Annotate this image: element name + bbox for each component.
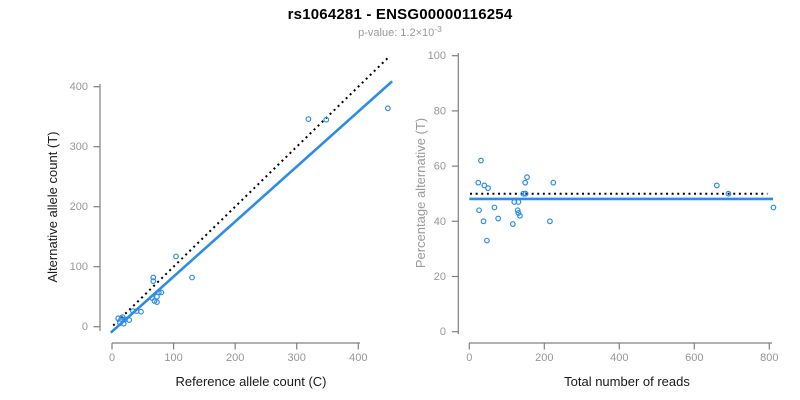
- right-scatter-plot: 0 200 400 600 800 0 20 40 60 80 100 Total number of…: [413, 50, 778, 389]
- data-point: [491, 204, 498, 211]
- y-axis-tick-label: 80: [434, 105, 446, 117]
- left-scatter-plot: 0 100 200 300 400 0 100 200 300 400 Reference alle…: [45, 55, 394, 389]
- y-axis-tick-label: 100: [70, 261, 88, 273]
- data-point: [713, 182, 720, 189]
- data-point: [173, 253, 179, 260]
- data-point: [520, 190, 527, 197]
- y-axis-tick-label: 200: [70, 201, 88, 213]
- x-axis-tick-label: 300: [288, 352, 306, 364]
- y-axis-tick-label: 0: [82, 321, 88, 333]
- x-axis-tick-label: 600: [685, 352, 703, 364]
- data-point: [547, 218, 553, 225]
- x-axis-tick-label: 800: [760, 352, 778, 364]
- data-point: [524, 174, 530, 181]
- data-point: [323, 116, 330, 123]
- data-point: [509, 221, 516, 227]
- pvalue-exponent: -3: [434, 24, 442, 34]
- x-axis-title: Total number of reads: [564, 374, 690, 389]
- y-axis-tick-label: 300: [70, 141, 88, 153]
- pvalue-mantissa: 1.2: [400, 27, 416, 39]
- data-point: [138, 308, 144, 315]
- y-axis-tick-label: 40: [434, 216, 446, 228]
- data-point: [480, 218, 487, 225]
- regression-line: [109, 80, 394, 334]
- data-point: [550, 179, 557, 186]
- data-point: [150, 278, 157, 285]
- figure-subtitle: p-value: 1.2×10-3: [0, 24, 800, 39]
- x-axis-title: Reference allele count (C): [175, 374, 326, 389]
- x-axis-tick-label: 200: [535, 352, 553, 364]
- data-point: [770, 204, 777, 211]
- data-point: [126, 317, 133, 324]
- y-axis-title: Alternative allele count (T): [45, 131, 60, 282]
- y-axis-tick-label: 60: [434, 161, 446, 173]
- data-point: [481, 182, 488, 189]
- x-axis-tick-label: 0: [109, 352, 115, 364]
- x-axis-tick-label: 100: [164, 352, 182, 364]
- y-axis-tick-label: 400: [70, 81, 88, 93]
- data-point: [515, 199, 522, 205]
- data-point: [725, 190, 732, 197]
- data-point: [189, 274, 195, 281]
- data-point: [158, 289, 165, 296]
- data-point: [522, 190, 529, 197]
- data-point: [130, 308, 136, 315]
- x-axis-tick-label: 200: [226, 352, 244, 364]
- pvalue-times-ten: ×10: [415, 27, 435, 39]
- data-point: [155, 289, 162, 296]
- data-point: [384, 105, 391, 112]
- y-axis-title: Percentage alternative (T): [413, 118, 428, 268]
- data-point: [476, 207, 482, 214]
- data-point: [484, 237, 490, 244]
- y-axis-tick-label: 0: [440, 326, 446, 338]
- y-axis-tick-label: 100: [428, 50, 446, 62]
- data-point: [485, 185, 491, 192]
- data-point: [522, 179, 529, 186]
- data-point: [154, 299, 160, 306]
- x-axis-tick-label: 400: [349, 352, 367, 364]
- data-point: [478, 157, 484, 164]
- data-point: [305, 116, 312, 122]
- x-axis-tick-label: 0: [466, 352, 472, 364]
- x-axis-tick-label: 400: [610, 352, 628, 364]
- data-point: [517, 212, 523, 219]
- data-point: [495, 215, 502, 222]
- data-point: [514, 207, 521, 214]
- y-axis-tick-label: 20: [434, 271, 446, 283]
- figure-title: rs1064281 - ENSG00000116254: [287, 6, 513, 23]
- pvalue-label: p-value:: [358, 27, 398, 39]
- identity-line: [112, 55, 390, 327]
- data-point: [150, 274, 157, 281]
- data-point: [475, 179, 482, 186]
